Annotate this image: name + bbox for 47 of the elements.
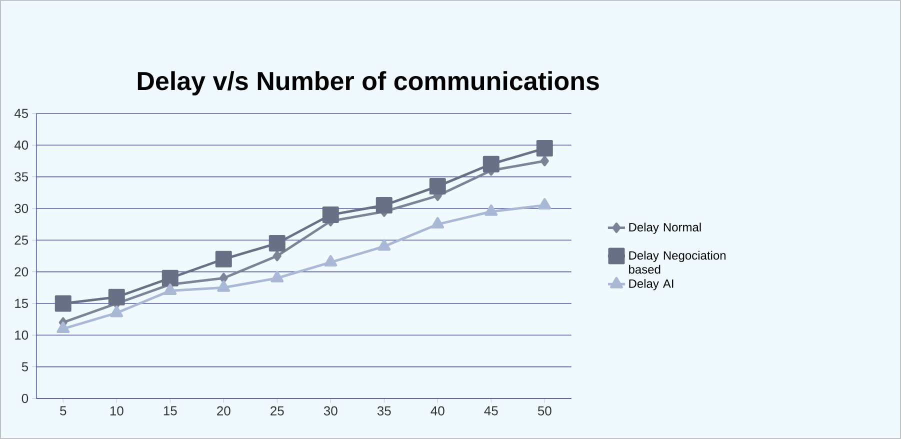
x-tick-label: 15 bbox=[164, 406, 177, 416]
y-tick-label: 45 bbox=[14, 108, 28, 118]
x-tick-label: 40 bbox=[430, 406, 444, 416]
point bbox=[429, 178, 446, 195]
point bbox=[484, 204, 498, 216]
point bbox=[217, 280, 230, 292]
y-tick-label: 0 bbox=[22, 394, 28, 404]
point bbox=[164, 284, 177, 296]
y-tick-label: 15 bbox=[15, 298, 28, 308]
point bbox=[324, 255, 338, 267]
y-tick-label: 10 bbox=[15, 330, 28, 340]
point bbox=[431, 217, 444, 229]
point bbox=[268, 235, 286, 252]
point bbox=[378, 239, 391, 251]
point bbox=[215, 250, 232, 268]
x-tick-label: 45 bbox=[484, 406, 498, 416]
point bbox=[538, 198, 552, 210]
point bbox=[56, 322, 70, 334]
y-tick-label: 35 bbox=[14, 172, 28, 182]
point bbox=[376, 197, 392, 214]
point bbox=[54, 295, 72, 312]
x-tick-label: 25 bbox=[270, 406, 284, 416]
point bbox=[110, 306, 124, 318]
point bbox=[536, 140, 553, 157]
legend-label: Delay Normal bbox=[629, 222, 701, 234]
point bbox=[540, 156, 549, 166]
x-tick-label: 50 bbox=[538, 406, 552, 416]
y-tick-label: 5 bbox=[22, 362, 28, 372]
point bbox=[108, 288, 125, 306]
point bbox=[270, 270, 284, 282]
point bbox=[322, 206, 339, 224]
y-tick-label: 40 bbox=[14, 140, 28, 150]
point bbox=[219, 272, 228, 284]
point bbox=[162, 270, 178, 286]
x-tick-label: 35 bbox=[377, 406, 391, 416]
x-tick-label: 10 bbox=[110, 406, 124, 416]
legend-label: Delay AI bbox=[629, 279, 674, 290]
y-tick-label: 30 bbox=[14, 204, 28, 214]
legend-label: Delay Negociation based bbox=[629, 250, 726, 274]
point bbox=[482, 156, 500, 172]
x-tick-label: 20 bbox=[217, 406, 230, 416]
x-tick-label: 30 bbox=[324, 406, 338, 416]
point bbox=[272, 250, 282, 262]
y-tick-label: 20 bbox=[14, 267, 28, 276]
y-tick-label: 25 bbox=[14, 236, 28, 245]
chart-title: Delay v/s Number of communications bbox=[138, 71, 599, 96]
x-tick-label: 5 bbox=[60, 406, 66, 416]
